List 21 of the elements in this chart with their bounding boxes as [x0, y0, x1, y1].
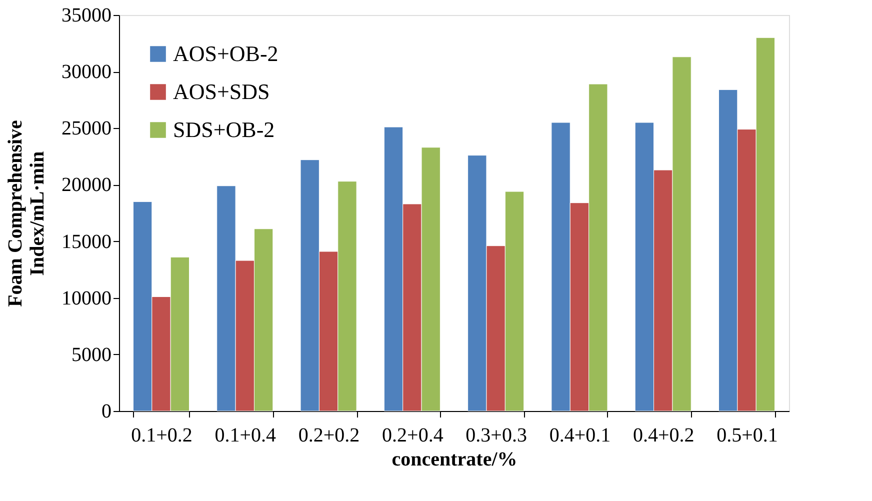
legend-label: AOS+SDS	[173, 79, 270, 104]
y-tick-label: 20000	[62, 174, 112, 196]
legend-label: AOS+OB-2	[173, 41, 278, 66]
x-tick-label: 0.4+0.1	[549, 424, 611, 446]
x-tick-label: 0.2+0.2	[298, 424, 360, 446]
x-tick-label: 0.1+0.4	[214, 424, 276, 446]
y-axis-title: Foam Comprehensive Index/mL·min	[4, 120, 48, 307]
x-tick-label: 0.3+0.3	[466, 424, 527, 446]
x-axis-title: concentrate/%	[392, 448, 518, 470]
y-tick-label: 25000	[62, 118, 112, 140]
y-tick-label: 0	[102, 400, 112, 422]
x-tick-label: 0.5+0.1	[716, 424, 778, 446]
x-tick-label: 0.1+0.2	[131, 424, 192, 446]
y-tick-label: 30000	[62, 61, 112, 84]
legend-label: SDS+OB-2	[173, 117, 275, 142]
y-tick-label: 5000	[72, 344, 112, 366]
y-tick-label: 10000	[62, 287, 112, 310]
y-tick-label: 15000	[62, 230, 112, 253]
x-tick-label: 0.2+0.4	[382, 424, 444, 446]
x-tick-label: 0.4+0.2	[632, 424, 694, 446]
y-tick-label: 35000	[62, 4, 112, 26]
